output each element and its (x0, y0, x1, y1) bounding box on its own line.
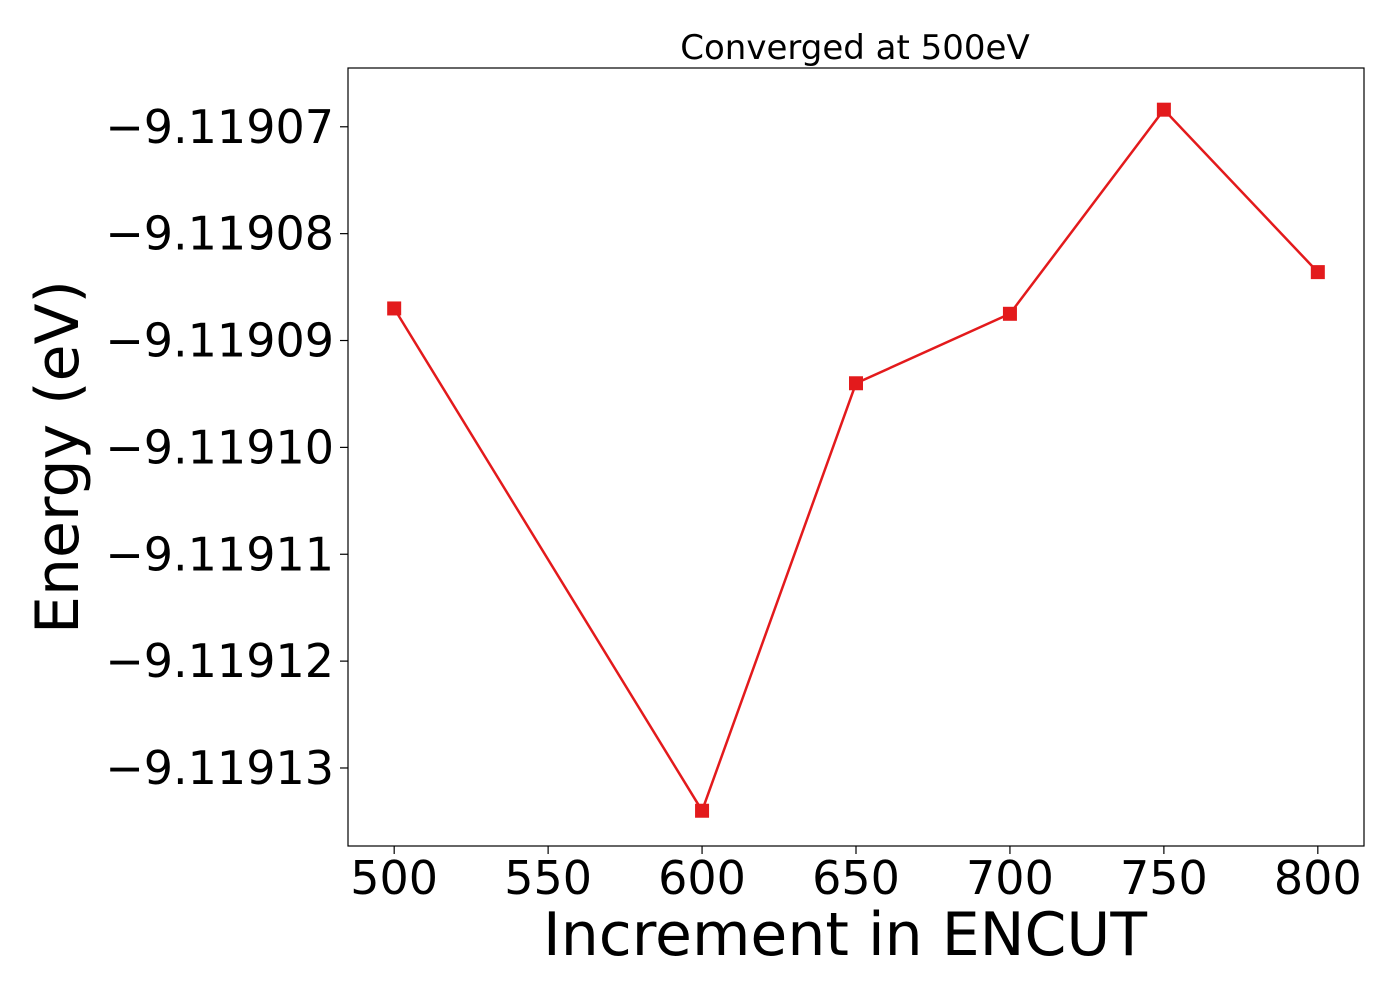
y-tick-label: −9.11911 (105, 527, 334, 581)
y-tick-label: −9.11910 (105, 420, 334, 474)
series-line (393, 107, 1319, 814)
y-tick-label: −9.11913 (105, 741, 334, 795)
x-tick-label: 750 (1120, 851, 1208, 905)
x-tick-label: 800 (1274, 851, 1362, 905)
x-tick-label: 650 (812, 851, 900, 905)
y-tick-label: −9.11912 (105, 634, 334, 688)
series-energy (387, 102, 1325, 818)
x-axis: 500 550 600 650 700 750 800 (350, 846, 1362, 905)
plot-frame (347, 67, 1365, 847)
y-tick-label: −9.11907 (105, 100, 334, 154)
x-axis-title: Increment in ENCUT (543, 900, 1147, 970)
chart-title: Converged at 500eV (680, 28, 1029, 68)
y-axis: −9.11907 −9.11908 −9.11909 −9.11910 −9.11911… (105, 100, 348, 795)
x-tick-label: 700 (966, 851, 1054, 905)
data-point-marker (849, 376, 863, 391)
data-point-marker (387, 301, 402, 316)
data-point-marker (1002, 306, 1017, 321)
x-tick-label: 600 (658, 851, 746, 905)
x-tick-label: 500 (350, 851, 438, 905)
data-point-marker (1310, 265, 1325, 280)
data-point-marker (695, 803, 710, 818)
y-tick-label: −9.11909 (105, 314, 334, 368)
y-axis-title: Energy (eV) (23, 280, 93, 634)
y-tick-label: −9.11908 (105, 207, 334, 261)
data-point-marker (1156, 102, 1171, 117)
x-tick-label: 550 (504, 851, 592, 905)
